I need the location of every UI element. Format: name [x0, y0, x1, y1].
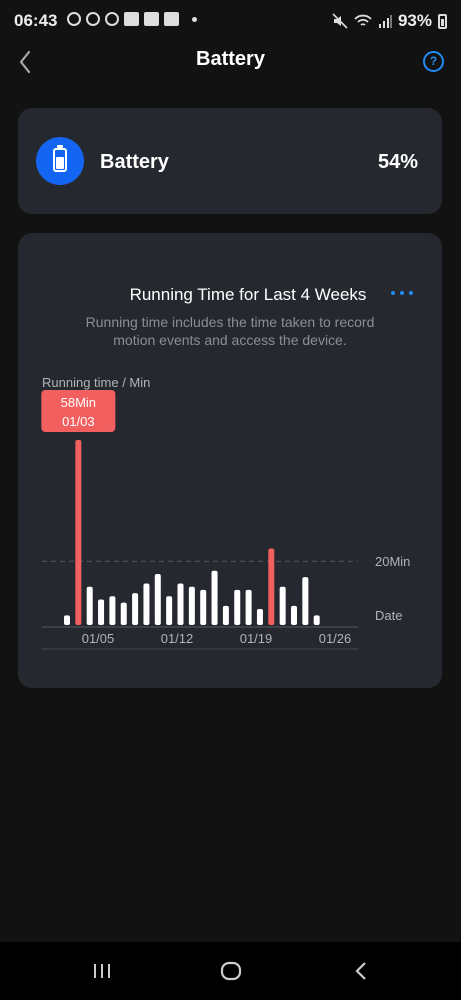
fan-icon: [105, 12, 119, 26]
tooltip-date: 01/03: [62, 414, 95, 429]
x-tick-label: 01/26: [319, 631, 352, 646]
app-icon: [164, 12, 179, 26]
chart-description: Running time includes the time taken to …: [85, 314, 375, 348]
bar: [86, 586, 93, 625]
bar: [132, 593, 139, 625]
status-time: 06:43: [14, 11, 58, 30]
navigation-bar: [0, 942, 461, 1000]
notification-icons: [67, 12, 197, 26]
tooltip-box: [41, 390, 116, 432]
mute-icon: [332, 13, 348, 29]
radar-icon: [86, 12, 100, 26]
chat-icon: [67, 12, 81, 26]
bar: [177, 583, 184, 625]
running-time-chart: Running time / Min 20Min Date 01/05 01/12 01/…: [41, 375, 410, 650]
help-button[interactable]: ?: [423, 51, 444, 72]
bar: [98, 599, 105, 625]
x-tick-label: 01/05: [82, 631, 115, 646]
x-axis-label: Date: [375, 608, 402, 623]
battery-card: Battery 54%: [18, 108, 442, 214]
back-nav-button[interactable]: [352, 961, 372, 981]
back-button[interactable]: [14, 44, 44, 78]
bar-highlighted: [75, 440, 82, 625]
app-icon: [124, 12, 139, 26]
bar: [188, 586, 195, 625]
battery-icon: [36, 137, 84, 185]
bar: [222, 605, 229, 625]
bar: [279, 586, 286, 625]
x-tick-label: 01/19: [240, 631, 273, 646]
signal-icon: [378, 15, 392, 28]
home-button[interactable]: [220, 960, 242, 982]
bar: [245, 589, 252, 625]
bar-highlighted: [268, 548, 275, 625]
system-status: 93%: [332, 11, 447, 31]
battery-value: 54%: [377, 151, 418, 173]
chart-title: Running Time for Last 4 Weeks: [129, 285, 367, 304]
bar: [109, 596, 116, 625]
battery-label: Battery: [100, 151, 169, 173]
bar: [256, 609, 263, 625]
bar: [143, 583, 150, 625]
bar: [211, 570, 218, 625]
status-bar: 06:43 93%: [0, 0, 461, 42]
running-time-card: Running Time for Last 4 Weeks Running ti…: [18, 233, 442, 688]
more-options-button[interactable]: [391, 291, 421, 299]
bar: [234, 589, 241, 625]
bar: [200, 589, 207, 625]
x-tick-label: 01/12: [161, 631, 194, 646]
more-horizontal-icon: [391, 291, 395, 295]
bar: [313, 615, 320, 625]
bar: [154, 573, 161, 625]
app-header: Battery ?: [0, 42, 461, 80]
bar: [64, 615, 70, 625]
page-title: Battery: [196, 48, 265, 70]
recent-apps-button[interactable]: [92, 961, 112, 981]
y-axis-label: Running time / Min: [42, 375, 150, 390]
battery-percent: 93%: [397, 11, 432, 30]
app-icon: [144, 12, 159, 26]
bar: [120, 602, 127, 625]
wifi-icon: [354, 14, 372, 26]
reference-line-label: 20Min: [375, 554, 410, 569]
help-circle-icon: ?: [429, 54, 438, 68]
more-notifications-icon: [192, 16, 197, 22]
bar: [291, 605, 297, 625]
tooltip-value: 58Min: [61, 395, 96, 410]
bar: [166, 596, 173, 625]
bar: [302, 577, 309, 625]
battery-status-icon: [438, 13, 447, 29]
chevron-left-icon: [19, 50, 31, 74]
